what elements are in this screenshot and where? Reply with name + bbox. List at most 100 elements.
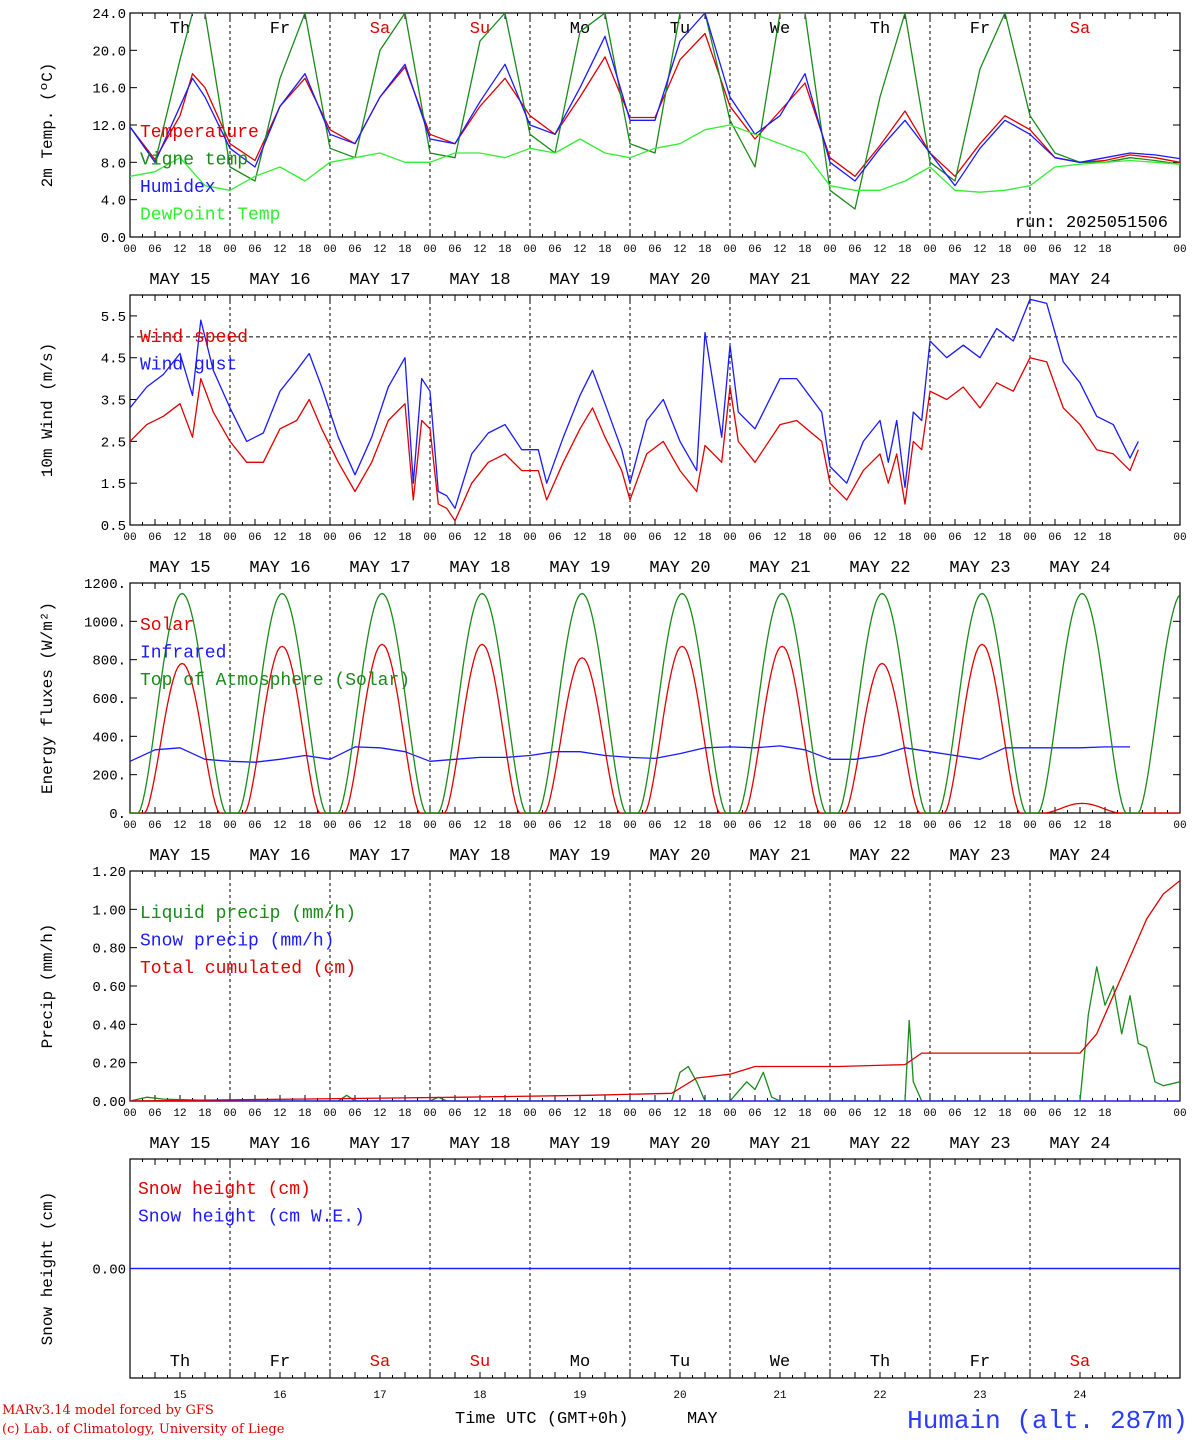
date-label: MAY 17 (349, 559, 410, 578)
hour-label: 00 (123, 820, 136, 832)
hour-label: 06 (248, 1108, 261, 1120)
hour-label: 00 (1023, 1108, 1036, 1120)
hour-label: 18 (698, 244, 711, 256)
hour-label: 18 (598, 532, 611, 544)
hour-label: 00 (223, 532, 236, 544)
hour-label: 12 (773, 820, 786, 832)
hour-label: 12 (873, 1108, 886, 1120)
hour-label: 00 (623, 1108, 636, 1120)
hour-label: 06 (148, 820, 161, 832)
date-label: MAY 24 (1049, 1135, 1110, 1154)
hour-label: 12 (1073, 244, 1086, 256)
hour-label: 18 (498, 532, 511, 544)
y-axis-label: 2m Temp. (ºC) (39, 63, 57, 188)
date-label: MAY 24 (1049, 559, 1110, 578)
series-line-wind-gust (130, 298, 1139, 509)
hour-label: 18 (598, 244, 611, 256)
hour-label: 06 (448, 1108, 461, 1120)
date-label: MAY 16 (249, 1135, 310, 1154)
hour-label: 00 (623, 532, 636, 544)
y-tick-label: 2.5 (101, 435, 126, 451)
hour-label: 18 (198, 820, 211, 832)
hour-label: 06 (648, 244, 661, 256)
hour-label: 12 (573, 1108, 586, 1120)
hour-label: 00 (723, 820, 736, 832)
hour-label: 18 (1098, 820, 1111, 832)
day-of-week-label: Fr (270, 20, 290, 39)
hour-label: 06 (848, 820, 861, 832)
hour-label: 00 (123, 532, 136, 544)
hour-label: 00 (923, 532, 936, 544)
legend-entry: Humidex (140, 178, 216, 198)
hour-label: 18 (498, 1108, 511, 1120)
y-axis-label: Snow height (cm) (39, 1192, 57, 1346)
hour-label: 00 (523, 244, 536, 256)
panel-precip: 0.00 0.20 0.40 0.60 0.80 1.00 1.20 Precip (mm/h… (39, 865, 1187, 1154)
hour-label: 06 (248, 244, 261, 256)
y-tick-label: 3.5 (101, 394, 126, 410)
date-label: MAY 16 (249, 559, 310, 578)
day-of-week-label: Fr (270, 1353, 290, 1372)
run-label: run: 2025051506 (1015, 214, 1168, 233)
series-line-top-of-atmosphere-solar- (130, 592, 1180, 813)
hour-label: 12 (673, 244, 686, 256)
series-line-liquid-precip-mm-h- (130, 966, 1180, 1101)
hour-label: 18 (498, 244, 511, 256)
hour-label: 18 (798, 532, 811, 544)
legend-entry: Temperature (140, 123, 259, 143)
legend-entry: Wind speed (140, 328, 248, 348)
day-of-week-label: Sa (1070, 20, 1090, 39)
series-line-solar (130, 643, 1180, 813)
y-tick-label: 0.60 (92, 980, 126, 996)
hour-label: 06 (1048, 244, 1061, 256)
hour-label: 12 (473, 244, 486, 256)
hour-label: 18 (298, 244, 311, 256)
hour-label: 00 (923, 1108, 936, 1120)
day-number-label: 21 (773, 1390, 787, 1402)
hour-label: 00 (823, 532, 836, 544)
day-number-label: 18 (473, 1390, 486, 1402)
hour-label: 18 (898, 244, 911, 256)
day-of-week-label: We (770, 20, 790, 39)
legend-entry: Snow height (cm) (138, 1180, 311, 1200)
hour-label: 00 (823, 244, 836, 256)
date-label: MAY 17 (349, 271, 410, 290)
credit-line-1: MARv3.14 model forced by GFS (2, 1403, 214, 1418)
y-axis-label: Energy fluxes (W/m²) (39, 602, 57, 794)
day-of-week-label: Th (870, 1353, 890, 1372)
series-line-wind-speed (130, 357, 1139, 522)
hour-label: 00 (123, 244, 136, 256)
hour-label: 12 (273, 820, 286, 832)
hour-label: 00 (1023, 820, 1036, 832)
hour-label: 06 (948, 244, 961, 256)
y-tick-label: 1000. (84, 615, 126, 631)
hour-label: 12 (873, 244, 886, 256)
date-label: MAY 15 (149, 847, 210, 866)
hour-label: 06 (548, 1108, 561, 1120)
day-of-week-label: Th (170, 20, 190, 39)
day-of-week-label: Fr (970, 20, 990, 39)
hour-label: 18 (198, 244, 211, 256)
y-tick-label: 0.80 (92, 942, 126, 958)
hour-label: 06 (948, 532, 961, 544)
hour-label: 18 (298, 532, 311, 544)
day-of-week-label: Mo (570, 20, 590, 39)
panel-snow: 0.00 Snow height (cm) Th 15 Fr 16 Sa 17 Su 18 Mo 19… (39, 1158, 1181, 1402)
day-of-week-label: Sa (370, 20, 390, 39)
hour-label: 00 (723, 532, 736, 544)
hour-label: 00 (123, 1108, 136, 1120)
hour-label: 00 (223, 244, 236, 256)
date-label: MAY 22 (849, 1135, 910, 1154)
plot-frame (129, 582, 1181, 814)
hour-label: 12 (873, 532, 886, 544)
hour-label: 06 (1048, 532, 1061, 544)
hour-label: 18 (698, 532, 711, 544)
hour-label: 06 (1048, 820, 1061, 832)
hour-label: 06 (348, 820, 361, 832)
hour-label: 06 (348, 244, 361, 256)
hour-label: 06 (448, 820, 461, 832)
y-tick-label: 20.0 (92, 44, 126, 60)
hour-label: 12 (273, 244, 286, 256)
hour-label: 12 (173, 820, 186, 832)
y-tick-label: 1.00 (92, 903, 126, 919)
